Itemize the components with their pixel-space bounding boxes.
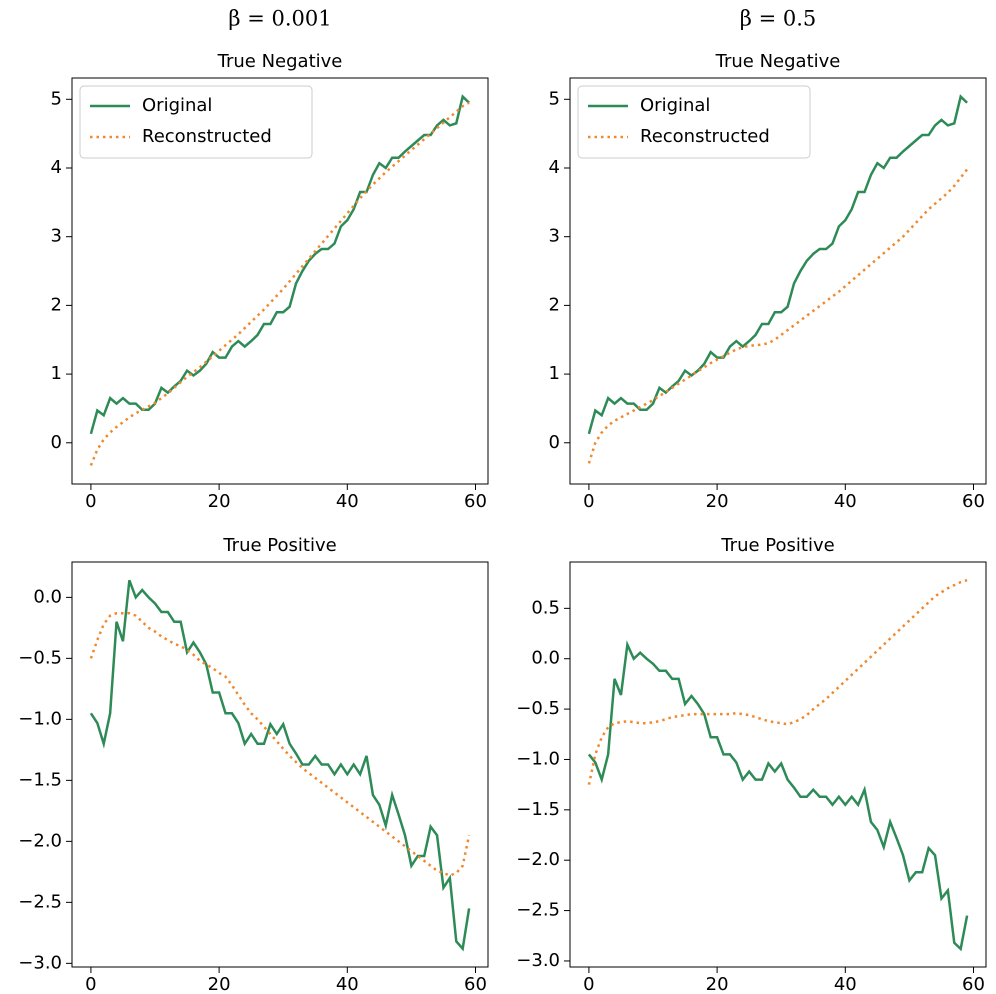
chart-title: True Negative (715, 51, 841, 72)
x-tick-label: 20 (706, 974, 729, 994)
y-tick-label: 1 (549, 363, 560, 384)
y-tick-label: 4 (51, 157, 62, 178)
y-tick-label: −0.5 (18, 647, 62, 668)
y-tick-label: 5 (51, 88, 62, 109)
x-tick-label: 20 (208, 974, 231, 994)
x-tick-label: 60 (962, 974, 985, 994)
y-tick-label: −1.0 (18, 708, 62, 729)
y-tick-label: 2 (51, 294, 62, 315)
line-series (89, 101, 470, 466)
axes-frame (71, 561, 489, 968)
y-tick-label: 2 (549, 294, 560, 315)
y-tick-label: −3.0 (516, 950, 560, 971)
y-tick-label: 4 (549, 157, 560, 178)
x-tick-label: 0 (583, 974, 594, 994)
line-series (89, 579, 471, 952)
axes-frame (71, 77, 489, 485)
y-tick-label: −3.0 (18, 952, 62, 973)
x-tick-label: 40 (336, 491, 359, 512)
column-title: β = 0.001 (228, 7, 331, 31)
x-tick-label: 40 (336, 974, 359, 994)
line-series (587, 640, 969, 952)
y-tick-label: −2.5 (18, 891, 62, 912)
line-series (89, 611, 471, 877)
line-series (587, 94, 968, 435)
axes-frame (569, 561, 987, 968)
y-tick-label: 0 (549, 432, 560, 453)
y-tick-label: 3 (549, 226, 560, 247)
y-tick-label: −1.5 (516, 799, 560, 820)
legend-box (577, 85, 811, 159)
axes-frame (569, 77, 987, 485)
y-tick-label: −0.5 (516, 698, 560, 719)
chart-title: True Negative (217, 51, 343, 72)
legend-box (79, 85, 313, 159)
y-tick-label: −1.5 (18, 769, 62, 790)
x-tick-label: 40 (834, 974, 857, 994)
y-tick-label: 1 (51, 363, 62, 384)
y-tick-label: 0.0 (531, 648, 560, 669)
chart-title: True Positive (720, 535, 834, 556)
line-series (587, 578, 968, 785)
x-tick-label: 20 (208, 491, 231, 512)
y-tick-label: −2.5 (516, 900, 560, 921)
legend-label: Reconstructed (142, 126, 272, 147)
x-tick-label: 60 (464, 491, 487, 512)
x-tick-label: 0 (85, 974, 96, 994)
x-tick-label: 60 (962, 491, 985, 512)
legend-label: Reconstructed (640, 126, 770, 147)
y-tick-label: 3 (51, 226, 62, 247)
y-tick-label: 0 (51, 432, 62, 453)
legend-label: Original (142, 95, 212, 116)
y-tick-label: 5 (549, 88, 560, 109)
line-series (89, 94, 470, 435)
legend-label: Original (640, 95, 710, 116)
y-tick-label: −1.0 (516, 748, 560, 769)
y-tick-label: 0.0 (33, 586, 62, 607)
y-tick-label: −2.0 (18, 830, 62, 851)
x-tick-label: 0 (583, 491, 594, 512)
x-tick-label: 60 (464, 974, 487, 994)
chart-title: True Positive (222, 535, 336, 556)
x-tick-label: 40 (834, 491, 857, 512)
column-title: β = 0.5 (740, 7, 816, 31)
y-tick-label: 0.5 (531, 597, 560, 618)
x-tick-label: 0 (85, 491, 96, 512)
y-tick-label: −2.0 (516, 849, 560, 870)
x-tick-label: 20 (706, 491, 729, 512)
line-series (587, 168, 969, 464)
